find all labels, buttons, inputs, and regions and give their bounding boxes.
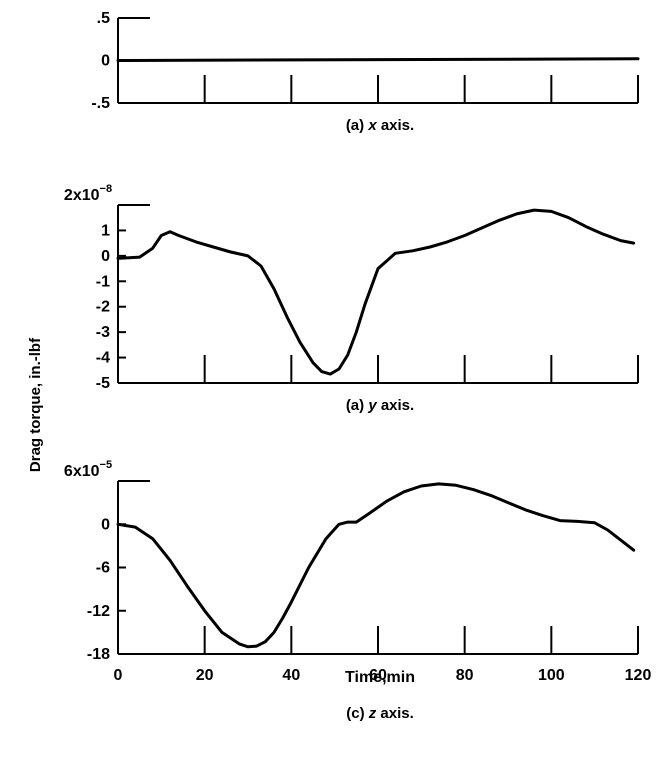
y-tick-label: -12 — [87, 603, 110, 620]
series-line — [116, 482, 636, 649]
x-tick-label: 120 — [625, 667, 652, 684]
y-tick-label: -18 — [87, 646, 110, 663]
y-tick-label: -1 — [96, 273, 110, 290]
series-line — [116, 57, 640, 62]
panel-caption: (a) x axis. — [346, 117, 414, 134]
y-tick-label: 0 — [101, 53, 110, 70]
y-axis-label: Drag torque, in.-lbf — [27, 337, 44, 472]
y-tick-label: -.5 — [91, 95, 110, 112]
x-tick-label: 80 — [456, 667, 474, 684]
x-tick-label: 60 — [369, 667, 387, 684]
y-tick-label: -6 — [96, 560, 110, 577]
panel-x-axis: .5 0 -.5 (a) x axis. — [91, 10, 640, 134]
x-tick-label: 20 — [196, 667, 214, 684]
y-tick-label: 1 — [101, 222, 110, 239]
y-tick-label: -5 — [96, 375, 110, 392]
x-tick-label: 40 — [282, 667, 300, 684]
panel-caption: (a) y axis. — [346, 397, 414, 414]
y-tick-label: -3 — [96, 324, 110, 341]
series-line — [116, 208, 636, 376]
scale-multiplier: 6x10−5 — [64, 459, 112, 480]
scale-multiplier: 2x10−8 — [64, 183, 112, 204]
x-tick-label: 100 — [538, 667, 565, 684]
x-tick-label: 0 — [114, 667, 123, 684]
y-tick-label: .5 — [97, 10, 110, 27]
panel-caption: (c) z axis. — [346, 705, 414, 722]
y-tick-label: -2 — [96, 299, 110, 316]
panel-y-axis: 1 0 -1 -2 -3 -4 -5 2x10−8 (a) y axis. — [64, 183, 639, 414]
x-axis-label: Time,min — [345, 669, 415, 686]
y-tick-label: 0 — [101, 248, 110, 265]
y-tick-label: 0 — [101, 516, 110, 533]
y-tick-label: -4 — [96, 350, 110, 367]
